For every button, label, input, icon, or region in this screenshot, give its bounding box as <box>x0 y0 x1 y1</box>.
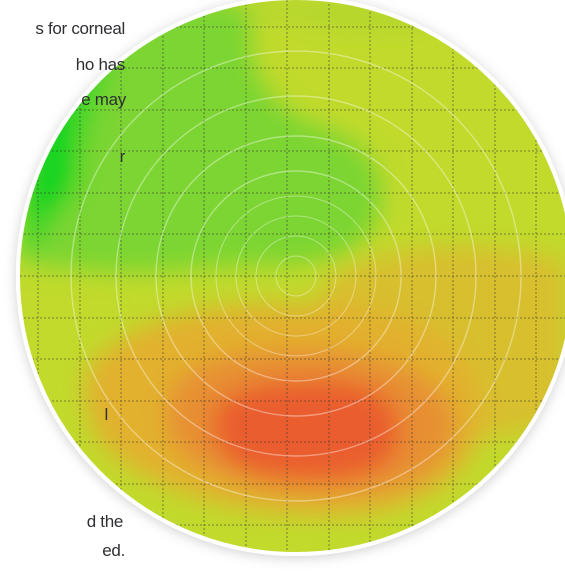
text-fragment-2: ho has <box>75 55 126 74</box>
text-fragment-7: ed. <box>102 541 125 560</box>
text-fragment-3: e may <box>81 90 126 109</box>
text-fragment-4: r <box>119 147 126 166</box>
concentric-rings <box>70 50 522 502</box>
text-fragment-1: s for corneal <box>35 19 125 38</box>
text-fragment-5: l <box>104 405 109 424</box>
red-orange-zone <box>212 380 400 480</box>
map-outline <box>16 0 565 556</box>
text-fragment-6: d the <box>86 512 124 531</box>
